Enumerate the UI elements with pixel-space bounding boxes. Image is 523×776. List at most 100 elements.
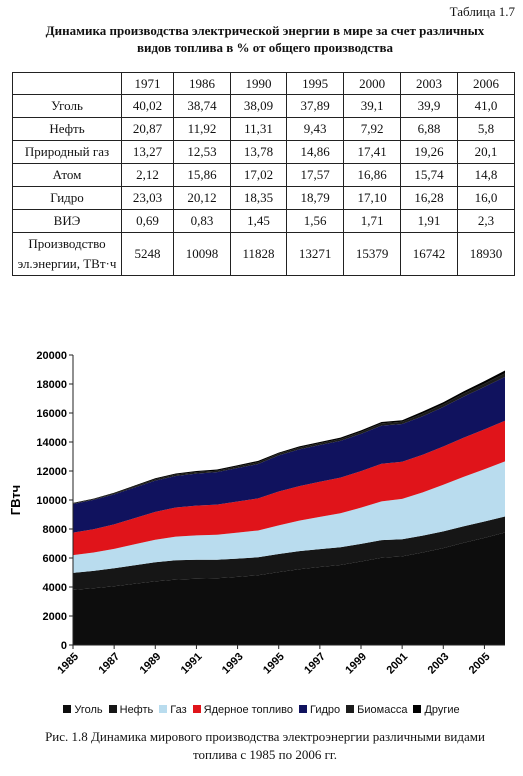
legend-swatch — [299, 705, 308, 713]
header-cell: 2006 — [456, 72, 516, 95]
cell: 1,91 — [400, 209, 458, 233]
row-label: Производство эл.энергии, ТВт·ч — [12, 232, 122, 276]
area — [73, 420, 505, 556]
caption: Рис. 1.8 Динамика мирового производства … — [45, 729, 485, 762]
x-tick-label: 1993 — [220, 651, 246, 677]
x-tick-label: 1991 — [179, 651, 205, 677]
x-tick-label: 1997 — [302, 651, 328, 677]
legend-label: Биомасса — [357, 704, 408, 716]
legend-item: Биомасса — [346, 704, 407, 716]
legend-label: Гидро — [310, 704, 341, 716]
y-tick-label: 20000 — [36, 350, 67, 362]
y-tick-label: 0 — [61, 640, 67, 652]
legend-item: Нефть — [108, 704, 154, 716]
cell: 20,12 — [173, 186, 231, 210]
legend-item: Гидро — [299, 704, 340, 716]
area — [73, 461, 505, 573]
cell: 5,8 — [456, 117, 516, 141]
cell: 9,43 — [286, 117, 345, 141]
header-cell: 1995 — [286, 72, 345, 95]
header-cell: 2000 — [343, 72, 402, 95]
cell: 13271 — [286, 232, 345, 276]
table-row: Производство эл.энергии, ТВт·ч 5248 10098 1… — [12, 232, 516, 276]
row-label: Природный газ — [12, 140, 122, 164]
cell: 5248 — [121, 232, 174, 276]
y-tick-label: 6000 — [43, 553, 67, 565]
legend-label: Нефть — [119, 704, 154, 716]
legend-item: Газ — [159, 704, 187, 716]
cell: 2,12 — [121, 163, 174, 187]
y-tick-label: 12000 — [36, 466, 67, 478]
y-tick-label: 16000 — [36, 408, 67, 420]
cell: 0,69 — [121, 209, 174, 233]
legend-label: Другие — [424, 704, 460, 716]
cell: 23,03 — [121, 186, 174, 210]
table-row: Нефть 20,87 11,92 11,31 9,43 7,92 6,88 5,8 — [12, 117, 516, 141]
cell: 17,41 — [343, 140, 402, 164]
cell: 37,89 — [286, 94, 345, 118]
cell: 20,1 — [456, 140, 516, 164]
cell: 10098 — [173, 232, 231, 276]
x-tick-label: 1995 — [261, 651, 287, 677]
cell: 41,0 — [456, 94, 516, 118]
cell: 0,83 — [173, 209, 231, 233]
cell: 7,92 — [343, 117, 402, 141]
header-cell — [12, 72, 122, 95]
x-tick-label: 1989 — [138, 651, 164, 677]
y-tick-label: 18000 — [36, 379, 67, 391]
legend-swatch — [108, 705, 117, 713]
cell: 15,86 — [173, 163, 231, 187]
cell: 6,88 — [400, 117, 458, 141]
legend-swatch — [346, 705, 355, 713]
cell: 2,3 — [456, 209, 516, 233]
table-row: Природный газ 13,27 12,53 13,78 14,86 17,41 19… — [12, 140, 516, 164]
row-label: ВИЭ — [12, 209, 122, 233]
cell: 1,45 — [229, 209, 288, 233]
cell: 38,74 — [173, 94, 231, 118]
row-label: Атом — [12, 163, 122, 187]
cell: 16742 — [400, 232, 458, 276]
header-row: 1971 1986 1990 1995 2000 2003 2006 — [12, 72, 516, 95]
table-label: Таблица 1.7 — [449, 4, 515, 19]
row-label: Гидро — [12, 186, 122, 210]
area — [73, 516, 505, 590]
row-label: Уголь — [12, 94, 122, 118]
cell: 14,8 — [456, 163, 516, 187]
legend-item: Уголь — [63, 704, 103, 716]
header-cell: 1971 — [121, 72, 174, 95]
row-label: Нефть — [12, 117, 122, 141]
legend: Уголь Нефть Газ Ядерное топливо Гидро Биомасс… — [0, 704, 523, 716]
cell: 13,78 — [229, 140, 288, 164]
legend-label: Ядерное топливо — [203, 704, 294, 716]
cell: 16,0 — [456, 186, 516, 210]
cell: 18930 — [456, 232, 516, 276]
cell: 1,71 — [343, 209, 402, 233]
cell: 16,28 — [400, 186, 458, 210]
cell: 11,92 — [173, 117, 231, 141]
area — [73, 532, 505, 645]
cell: 17,57 — [286, 163, 345, 187]
x-tick-label: 1985 — [55, 651, 81, 677]
cell: 11,31 — [229, 117, 288, 141]
header-cell: 1986 — [173, 72, 231, 95]
chart: 0 2000 4000 6000 8000 10000 12000 14000 16000 180… — [8, 350, 505, 677]
cell: 39,1 — [343, 94, 402, 118]
data-table: 1971 1986 1990 1995 2000 2003 2006 Уголь 40,02 38… — [12, 72, 516, 276]
cell: 12,53 — [173, 140, 231, 164]
cell: 17,10 — [343, 186, 402, 210]
table-title: Динамика производства электрической энер… — [45, 23, 485, 55]
y-tick-label: 10000 — [36, 495, 67, 507]
table-row: Атом 2,12 15,86 17,02 17,57 16,86 15,74 14,8 — [12, 163, 516, 187]
cell: 39,9 — [400, 94, 458, 118]
cell: 40,02 — [121, 94, 174, 118]
legend-swatch — [159, 705, 168, 713]
cell: 15379 — [343, 232, 402, 276]
cell: 18,79 — [286, 186, 345, 210]
cell: 16,86 — [343, 163, 402, 187]
y-tick-label: 8000 — [43, 524, 67, 536]
legend-swatch — [192, 705, 201, 713]
header-cell: 1990 — [229, 72, 288, 95]
y-tick-label: 2000 — [43, 611, 67, 623]
table-row: Гидро 23,03 20,12 18,35 18,79 17,10 16,28 16,0 — [12, 186, 516, 210]
